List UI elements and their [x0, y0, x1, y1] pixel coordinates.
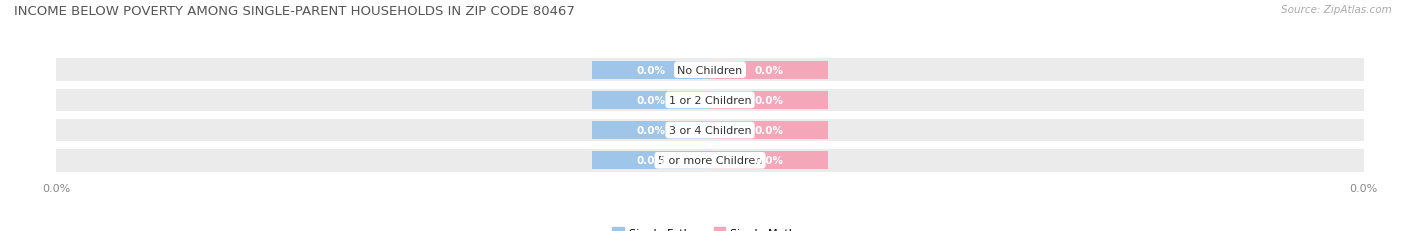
Text: 0.0%: 0.0% — [637, 156, 665, 166]
Bar — [56, 119, 1364, 142]
Bar — [710, 152, 828, 170]
Bar — [710, 91, 828, 109]
Text: 0.0%: 0.0% — [755, 156, 783, 166]
Text: 0.0%: 0.0% — [637, 65, 665, 75]
Text: 0.0%: 0.0% — [755, 126, 783, 136]
Bar — [56, 89, 1364, 112]
Text: 0.0%: 0.0% — [637, 95, 665, 105]
Text: 3 or 4 Children: 3 or 4 Children — [669, 126, 751, 136]
Text: 5 or more Children: 5 or more Children — [658, 156, 762, 166]
Bar — [592, 122, 710, 140]
Text: 0.0%: 0.0% — [637, 126, 665, 136]
Text: 0.0%: 0.0% — [755, 65, 783, 75]
Legend: Single Father, Single Mother: Single Father, Single Mother — [607, 223, 813, 231]
Bar — [56, 59, 1364, 82]
Bar — [56, 149, 1364, 172]
Text: 0.0%: 0.0% — [755, 95, 783, 105]
Bar — [592, 91, 710, 109]
Text: 1 or 2 Children: 1 or 2 Children — [669, 95, 751, 105]
Bar — [592, 61, 710, 79]
Bar — [592, 152, 710, 170]
Text: INCOME BELOW POVERTY AMONG SINGLE-PARENT HOUSEHOLDS IN ZIP CODE 80467: INCOME BELOW POVERTY AMONG SINGLE-PARENT… — [14, 5, 575, 18]
Text: No Children: No Children — [678, 65, 742, 75]
Text: Source: ZipAtlas.com: Source: ZipAtlas.com — [1281, 5, 1392, 15]
Bar — [710, 122, 828, 140]
Bar — [710, 61, 828, 79]
